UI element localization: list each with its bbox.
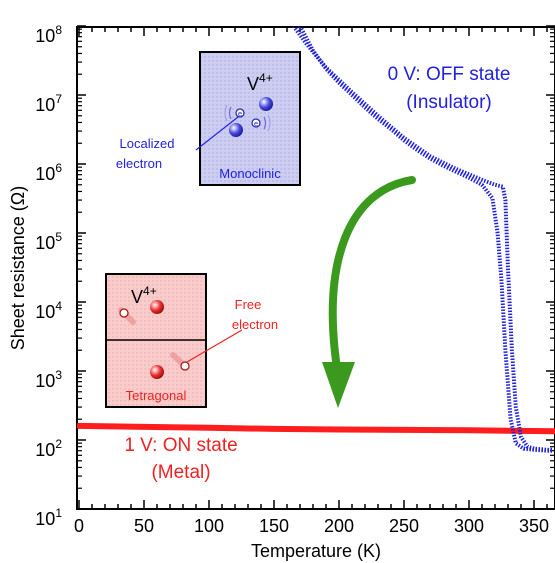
y-tick-labels: 101 102 103 104 105 106 107 108 bbox=[35, 23, 62, 529]
monoclinic-phase-label: Monoclinic bbox=[219, 166, 281, 181]
off-state-sublabel: (Insulator) bbox=[406, 92, 492, 113]
x-tick-label: 200 bbox=[324, 516, 354, 536]
off-state-label: 0 V: OFF state bbox=[388, 64, 511, 85]
y-tick-label: 102 bbox=[35, 437, 62, 460]
x-axis-title: Temperature (K) bbox=[251, 541, 381, 561]
x-tick-label: 250 bbox=[389, 516, 419, 536]
svg-text:e: e bbox=[238, 110, 242, 118]
ion-sphere bbox=[150, 365, 164, 379]
localized-electron-sublabel: electron bbox=[116, 156, 162, 171]
free-electron bbox=[170, 352, 190, 371]
x-tick-label: 300 bbox=[454, 516, 484, 536]
monoclinic-inset: V4+ e e Localized electron Monoclinic bbox=[116, 51, 301, 186]
free-electron-label: Free bbox=[235, 297, 262, 312]
v4-ion-label: V4+ bbox=[247, 71, 273, 94]
free-electron bbox=[118, 307, 136, 325]
svg-text:e: e bbox=[254, 120, 258, 128]
y-tick-label: 107 bbox=[35, 92, 62, 115]
x-tick-label: 100 bbox=[194, 516, 224, 536]
x-tick-labels: 0 50 100 150 200 250 300 350 bbox=[74, 516, 549, 536]
x-tick-label: 50 bbox=[134, 516, 154, 536]
on-state-series-line bbox=[77, 422, 555, 435]
axis-ticks bbox=[77, 25, 555, 510]
y-tick-label: 108 bbox=[35, 23, 62, 46]
off-state-heating-line bbox=[291, 27, 554, 452]
localized-electron: e bbox=[224, 104, 245, 122]
x-tick-label: 150 bbox=[259, 516, 289, 536]
on-state-sublabel: (Metal) bbox=[151, 462, 210, 483]
localized-electron: e bbox=[251, 114, 271, 132]
y-tick-label: 103 bbox=[35, 368, 62, 391]
ion-sphere bbox=[229, 123, 243, 137]
free-electron-sublabel: electron bbox=[232, 317, 278, 332]
v4-ion-label: V4+ bbox=[131, 284, 157, 307]
y-tick-label: 105 bbox=[35, 230, 62, 253]
y-tick-label: 104 bbox=[35, 299, 62, 322]
on-state-label: 1 V: ON state bbox=[124, 435, 237, 456]
localized-electron-label: Localized bbox=[120, 136, 175, 151]
x-tick-label: 0 bbox=[74, 516, 84, 536]
y-axis-title: Sheet resistance (Ω) bbox=[8, 186, 28, 351]
y-tick-label: 101 bbox=[35, 506, 62, 529]
transition-arrow bbox=[322, 176, 416, 408]
y-tick-label: 106 bbox=[35, 161, 62, 184]
off-state-cooling-line bbox=[298, 27, 554, 453]
x-tick-label: 350 bbox=[519, 516, 549, 536]
ion-sphere bbox=[150, 300, 164, 314]
ion-sphere bbox=[259, 97, 273, 111]
tetragonal-phase-label: Tetragonal bbox=[126, 388, 187, 403]
tetragonal-inset: V4+ Free electron Tetragonal bbox=[105, 273, 278, 408]
